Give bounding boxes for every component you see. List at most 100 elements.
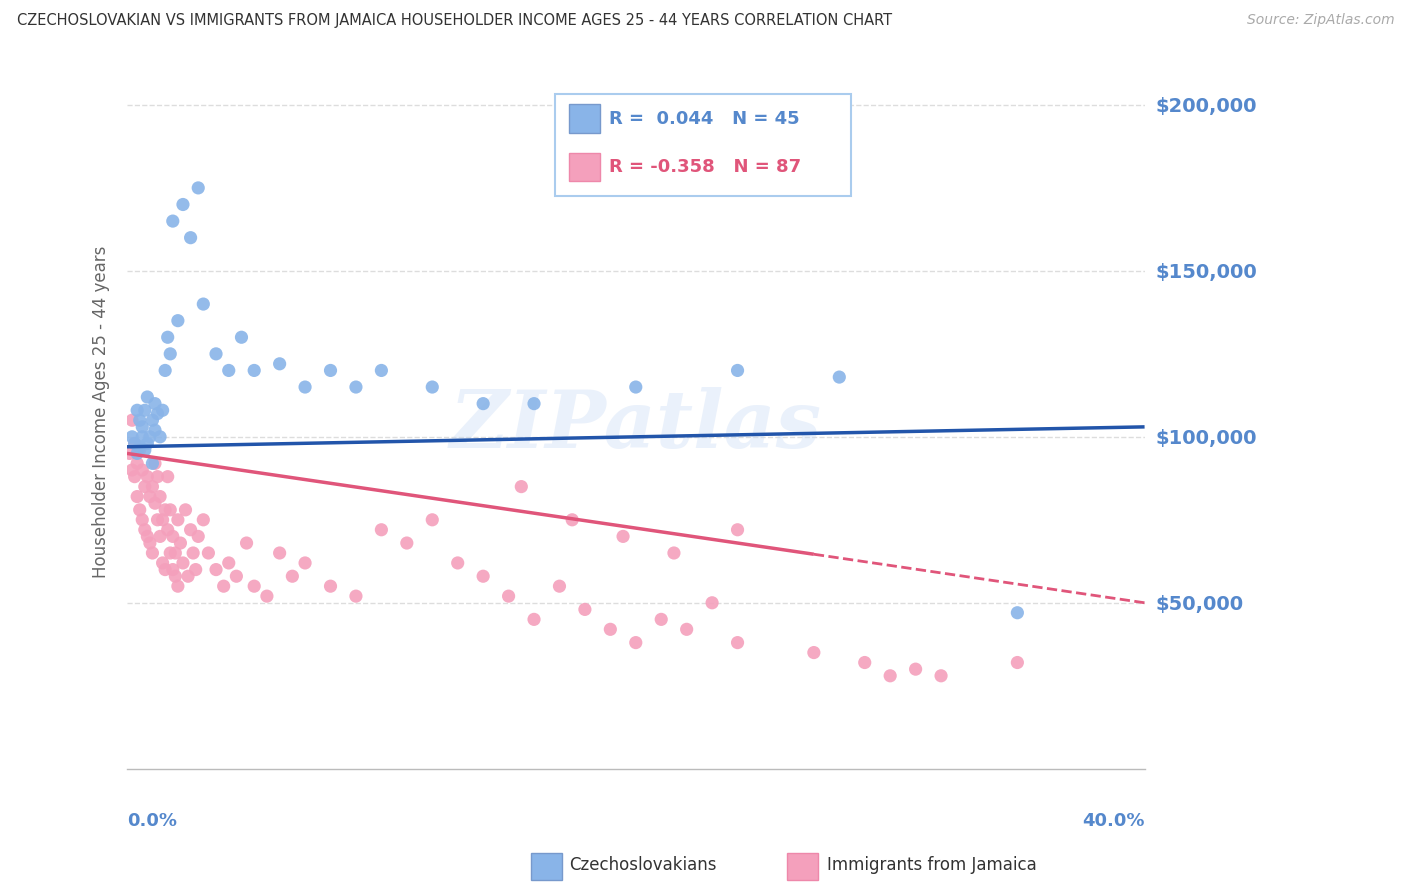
Point xyxy=(184,563,207,577)
Point xyxy=(243,579,266,593)
Point xyxy=(929,669,952,683)
Point xyxy=(127,403,149,417)
Point xyxy=(231,330,253,344)
Point xyxy=(235,536,257,550)
Point xyxy=(167,579,190,593)
Point xyxy=(152,513,174,527)
Text: R = -0.358   N = 87: R = -0.358 N = 87 xyxy=(609,158,801,176)
Point xyxy=(143,397,166,411)
Text: ZIPatlas: ZIPatlas xyxy=(450,387,823,465)
Text: Czechoslovakians: Czechoslovakians xyxy=(569,856,717,874)
Point xyxy=(128,503,150,517)
Point xyxy=(727,363,749,377)
Point xyxy=(205,563,228,577)
Point xyxy=(294,380,316,394)
Point xyxy=(131,430,153,444)
Point xyxy=(395,536,418,550)
Text: Immigrants from Jamaica: Immigrants from Jamaica xyxy=(827,856,1036,874)
Point xyxy=(523,397,546,411)
Point xyxy=(134,523,156,537)
Point xyxy=(187,529,209,543)
Point xyxy=(128,413,150,427)
Point xyxy=(599,623,621,637)
Point xyxy=(169,536,191,550)
Point xyxy=(118,446,141,460)
Point xyxy=(143,423,166,437)
Point xyxy=(447,556,470,570)
Point xyxy=(134,403,156,417)
Point xyxy=(141,456,163,470)
Point xyxy=(662,546,685,560)
Point xyxy=(172,556,194,570)
Point xyxy=(498,589,520,603)
Point xyxy=(128,440,150,454)
Point xyxy=(548,579,571,593)
Point xyxy=(149,529,172,543)
Point xyxy=(167,513,190,527)
Point xyxy=(159,503,181,517)
Point xyxy=(162,214,184,228)
Point xyxy=(152,556,174,570)
Point xyxy=(136,529,159,543)
Point xyxy=(904,662,927,676)
Point xyxy=(193,513,215,527)
Point xyxy=(121,413,143,427)
Point xyxy=(370,523,392,537)
Point xyxy=(727,635,749,649)
Point xyxy=(281,569,304,583)
Point xyxy=(510,480,533,494)
Point xyxy=(143,456,166,470)
Point xyxy=(134,480,156,494)
Point xyxy=(165,569,187,583)
Point xyxy=(146,513,169,527)
Point xyxy=(205,347,228,361)
Point xyxy=(153,363,176,377)
Point xyxy=(156,469,179,483)
Point xyxy=(269,546,291,560)
Point xyxy=(177,569,200,583)
Point xyxy=(128,443,150,458)
Point xyxy=(319,363,342,377)
Point xyxy=(420,380,443,394)
Text: R =  0.044   N = 45: R = 0.044 N = 45 xyxy=(609,110,800,128)
Point xyxy=(159,347,181,361)
Point xyxy=(828,370,851,384)
Point xyxy=(319,579,342,593)
Point xyxy=(159,546,181,560)
Point xyxy=(131,463,153,477)
Text: Source: ZipAtlas.com: Source: ZipAtlas.com xyxy=(1247,13,1395,28)
Point xyxy=(156,523,179,537)
Point xyxy=(124,469,146,483)
Point xyxy=(149,430,172,444)
Point xyxy=(124,436,146,450)
Point xyxy=(141,546,163,560)
Point xyxy=(853,656,876,670)
Point xyxy=(472,397,495,411)
Point xyxy=(370,363,392,377)
Point xyxy=(127,490,149,504)
Point xyxy=(139,490,162,504)
Point xyxy=(574,602,596,616)
Point xyxy=(225,569,247,583)
Point xyxy=(879,669,901,683)
Point xyxy=(143,496,166,510)
Point xyxy=(134,443,156,458)
Text: 0.0%: 0.0% xyxy=(127,812,177,830)
Point xyxy=(146,469,169,483)
Text: CZECHOSLOVAKIAN VS IMMIGRANTS FROM JAMAICA HOUSEHOLDER INCOME AGES 25 - 44 YEARS: CZECHOSLOVAKIAN VS IMMIGRANTS FROM JAMAI… xyxy=(17,13,891,29)
Point xyxy=(153,563,176,577)
Point xyxy=(624,380,647,394)
Point xyxy=(136,390,159,404)
Point xyxy=(127,456,149,470)
Point xyxy=(612,529,634,543)
Point xyxy=(156,330,179,344)
Point xyxy=(420,513,443,527)
Point xyxy=(139,430,162,444)
Point xyxy=(167,313,190,327)
Point xyxy=(727,523,749,537)
Point xyxy=(675,623,697,637)
Point xyxy=(152,403,174,417)
Point xyxy=(141,480,163,494)
Point xyxy=(561,513,583,527)
Point xyxy=(193,297,215,311)
